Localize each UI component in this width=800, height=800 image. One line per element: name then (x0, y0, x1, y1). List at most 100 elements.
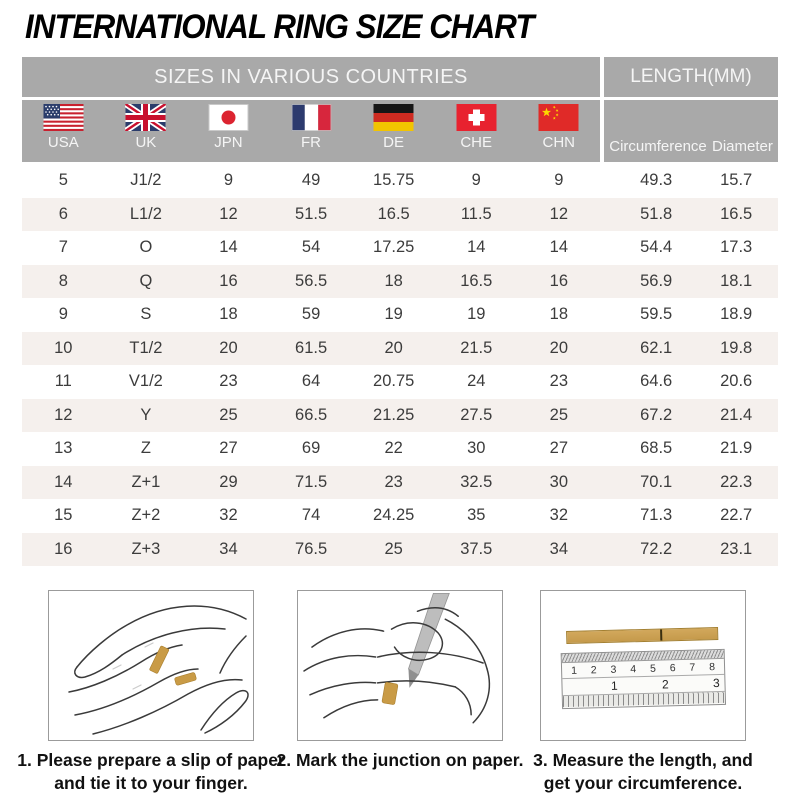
country-column-de: DE (352, 100, 435, 162)
table-cell: 18.1 (720, 271, 753, 290)
table-cell: 20 (384, 338, 403, 357)
table-row: 9 S 18 59 19 19 18 59.5 18.9 (22, 298, 778, 332)
table-cell: 32 (549, 506, 569, 525)
table-cell: 16.5 (720, 204, 753, 223)
japan-flag-icon (208, 104, 249, 131)
table-cell: 6 (58, 204, 68, 223)
table-cell: 23 (219, 372, 238, 391)
table-row: 12 Y 25 66.5 21.25 27.5 25 67.2 21.4 (22, 398, 779, 432)
table-cell: 35 (467, 506, 486, 525)
instruction-step-2: 2. Mark the junction on paper. (277, 590, 523, 772)
table-cell: 56.9 (640, 271, 673, 290)
table-row: 15 Z+2 32 74 24.25 35 32 71.3 22.7 (22, 499, 778, 533)
ruler-inch-number: 2 (661, 677, 669, 692)
table-cell: 23 (384, 472, 403, 491)
length-section-header: LENGTH(MM) (604, 57, 778, 97)
table-cell: 9 (554, 171, 564, 190)
instruction-caption-3: 3. Measure the length, and get your circ… (533, 750, 753, 794)
instruction-caption-2: 2. Mark the junction on paper. (276, 750, 524, 770)
table-cell: 56.5 (295, 271, 328, 290)
table-cell: Q (139, 271, 153, 290)
table-cell: 32 (219, 506, 238, 525)
table-cell: 32.5 (460, 472, 493, 491)
table-cell: 24 (467, 372, 486, 391)
ruler-cm-number: 4 (630, 662, 637, 675)
table-cell: T1/2 (129, 338, 163, 357)
table-cell: 20 (549, 338, 569, 357)
table-cell: 62.1 (640, 338, 673, 357)
country-column-fr: FR (270, 100, 353, 162)
table-cell: 64.6 (640, 372, 673, 391)
hand-sketch-icon (68, 605, 249, 735)
table-cell: 18 (549, 305, 569, 324)
table-cell: 64 (301, 372, 321, 391)
size-chart-header: SIZES IN VARIOUS COUNTRIES LENGTH(MM) (22, 57, 778, 162)
table-cell: 12 (219, 204, 238, 223)
table-cell: 29 (219, 472, 238, 491)
table-cell: 59.5 (640, 305, 673, 324)
table-cell: 14 (467, 238, 486, 257)
table-cell: 8 (58, 271, 68, 290)
table-cell: 20.6 (720, 372, 753, 391)
table-cell: 16 (549, 271, 569, 290)
page-title: INTERNATIONAL RING SIZE CHART (25, 8, 534, 46)
table-cell: 12 (54, 405, 73, 424)
table-cell: Z (140, 439, 151, 458)
table-cell: 13 (54, 439, 73, 458)
table-cell: 10 (54, 338, 73, 357)
country-label: CHN (542, 134, 576, 151)
ruler-cm-number: 1 (570, 664, 578, 677)
marking-sketch-icon (303, 592, 491, 724)
table-cell: 15 (54, 506, 73, 525)
country-label: USA (47, 134, 79, 151)
table-cell: 23 (549, 372, 569, 391)
table-cell: 17.25 (373, 238, 415, 257)
table-cell: 37.5 (460, 539, 493, 558)
table-cell: Y (140, 405, 152, 424)
table-cell: 18 (219, 305, 238, 324)
diameter-column-header: Diameter (712, 138, 773, 155)
table-cell: 21.25 (373, 405, 415, 424)
table-cell: L1/2 (129, 204, 162, 223)
country-label: UK (135, 134, 157, 151)
table-row: 7 O 14 54 17.25 14 14 54.4 17.3 (22, 231, 778, 265)
table-cell: 11 (54, 372, 72, 391)
table-cell: 49.3 (640, 171, 673, 190)
table-row: 11 V1/2 23 64 20.75 24 23 64.6 20.6 (22, 365, 778, 399)
table-cell: 22 (384, 439, 403, 458)
instruction-caption-1: 1. Please prepare a slip of paper and ti… (17, 750, 285, 794)
ruler-cm-number: 2 (590, 663, 597, 676)
table-cell: 14 (219, 238, 238, 257)
table-cell: 25 (384, 539, 403, 558)
country-column-usa: USA (22, 100, 105, 162)
table-cell: 30 (549, 472, 569, 491)
strip-mark (660, 629, 663, 641)
table-cell: 15.75 (373, 171, 415, 190)
uk-flag-icon (125, 104, 167, 131)
table-row: 16 Z+3 34 76.5 25 37.5 34 72.2 23.1 (22, 532, 779, 566)
table-cell: 76.5 (295, 539, 328, 558)
ruler-cm-number: 8 (709, 660, 716, 673)
table-cell: 16.5 (377, 204, 410, 223)
table-cell: 19 (467, 305, 486, 324)
table-cell: 19.8 (720, 338, 753, 357)
table-cell: 21.5 (460, 338, 493, 357)
switzerland-flag-icon (456, 104, 497, 131)
table-cell: 27 (219, 439, 238, 458)
ruler-cm-number: 7 (689, 661, 696, 674)
ruler-cm-number: 3 (610, 663, 617, 676)
table-cell: 21.4 (720, 405, 753, 424)
table-cell: S (140, 305, 152, 324)
table-cell: 67.2 (640, 405, 673, 424)
table-cell: 16.5 (460, 271, 493, 290)
table-cell: 23.1 (720, 539, 753, 558)
paper-strip (566, 627, 719, 644)
table-cell: 59 (301, 305, 321, 324)
table-cell: 15.7 (720, 171, 753, 190)
table-cell: J1/2 (130, 171, 162, 190)
table-cell: 25 (219, 405, 238, 424)
size-table: 5 J1/2 9 49 15.75 9 9 49.3 15.7 6 L1/2 12 51.5 16.5 11… (22, 164, 779, 566)
